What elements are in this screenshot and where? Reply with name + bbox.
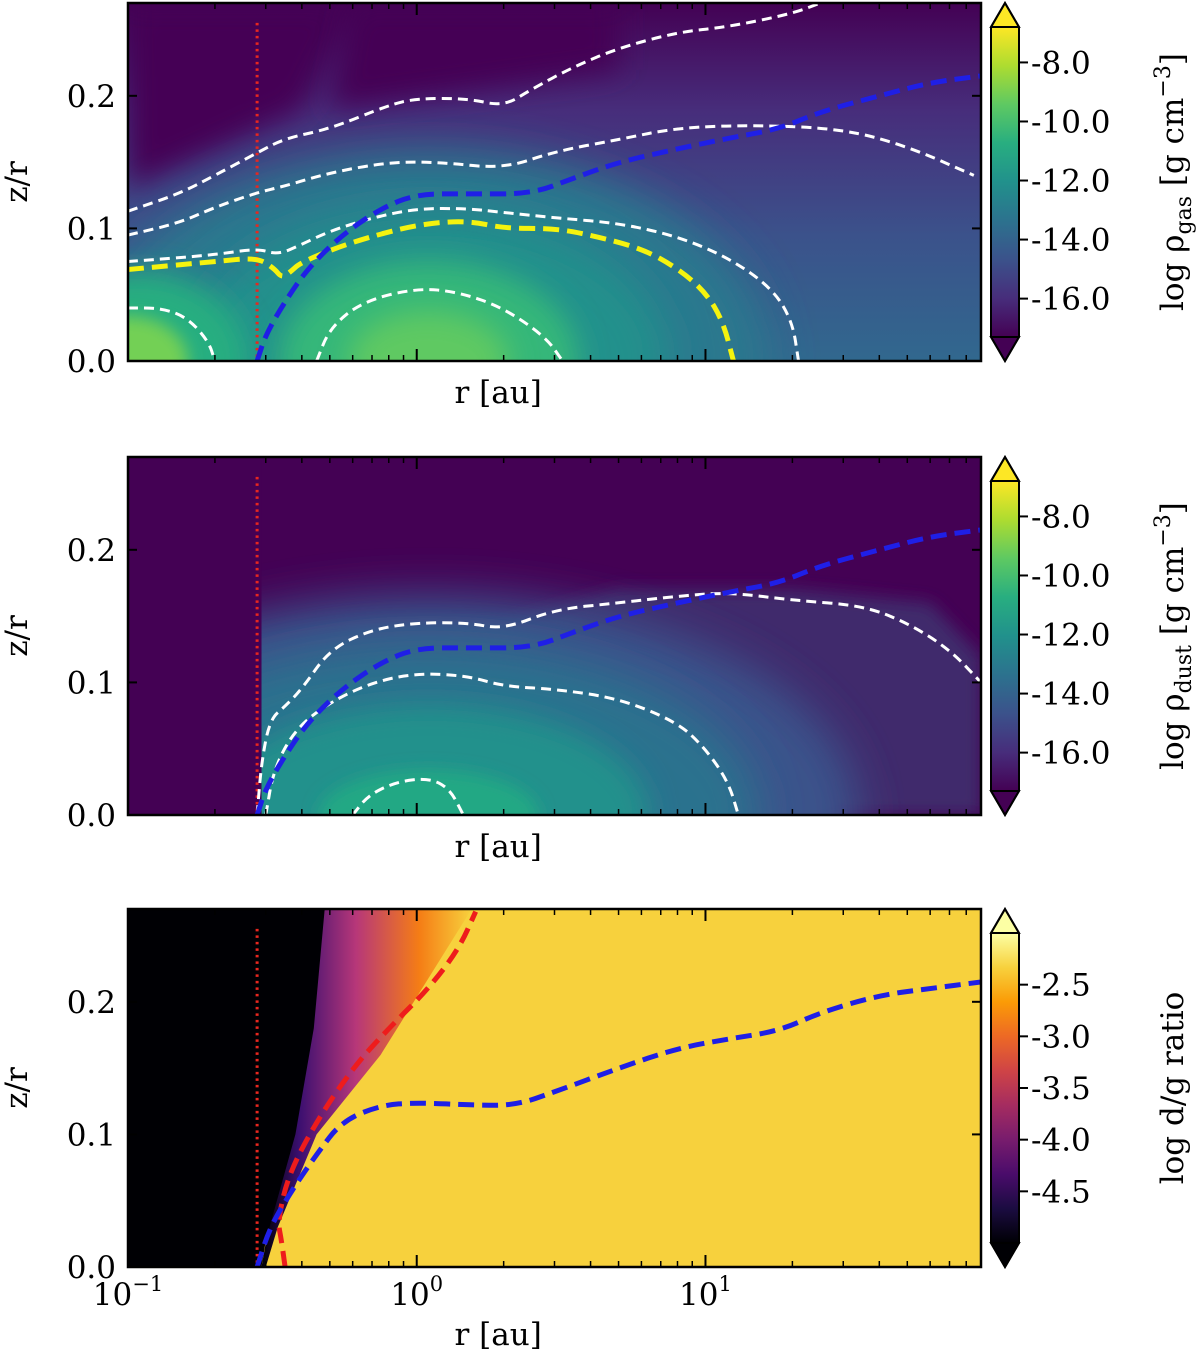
ytick-label-dust-0: 0.0 (67, 798, 116, 834)
colorbar-extend-top-ratio (989, 907, 1021, 934)
xlabel-ratio: r [au] (455, 1317, 542, 1353)
cbar-tick-label-dust-3: -14.0 (1031, 677, 1111, 713)
cbar-tick-label-dust-4: -16.0 (1031, 736, 1111, 772)
cbar-tick-label-ratio-4: -4.5 (1031, 1174, 1091, 1210)
cbar-tick-label-dust-1: -10.0 (1031, 558, 1111, 594)
ylabel-gas: z/r (0, 161, 35, 203)
ylabel-dust: z/r (0, 615, 35, 657)
contour-white-gas-1 (128, 124, 975, 237)
ytick-label-gas-2: 0.2 (67, 79, 116, 115)
colorbar-extend-bottom-dust (989, 790, 1021, 817)
cbar-label-ratio: log d/g ratio (1155, 992, 1191, 1185)
cbar-tick-label-dust-2: -12.0 (1031, 618, 1111, 654)
xlabel-dust: r [au] (455, 829, 542, 865)
cbar-tick-label-dust-0: -8.0 (1031, 499, 1091, 535)
ytick-label-dust-1: 0.1 (67, 665, 116, 701)
cbar-tick-label-gas-2: -12.0 (1031, 164, 1111, 200)
colorbar-extend-bottom-ratio (989, 1242, 1021, 1269)
contour-white-dust-0 (255, 592, 981, 815)
heatmap-ratio (128, 909, 981, 1267)
colorbar-gas: -8.0 -10.0 -12.0 -14.0 -16.0 log ρgas [g cm−3… (989, 1, 1197, 363)
contour-blue-ratio-1 (254, 979, 981, 1267)
heatmap-dust (128, 457, 981, 815)
contour-white-dust-1 (264, 672, 740, 815)
colorbar-extend-top-gas (989, 1, 1021, 28)
contour-white-gas-4 (315, 288, 564, 361)
cbar-tick-label-gas-4: -16.0 (1031, 282, 1111, 318)
cbar-tick-label-ratio-2: -3.5 (1031, 1071, 1091, 1107)
contour-blue-dust-3 (254, 527, 981, 815)
ytick-label-ratio-0: 0.0 (67, 1250, 116, 1286)
ytick-label-gas-1: 0.1 (67, 211, 116, 247)
panel-dust: 0.0 0.1 0.2 r [au] z/r -8.0 -10.0 -12.0 -14.0 -16… (0, 455, 1197, 865)
cbar-label-dust: log ρdust [g cm−3] (1151, 502, 1197, 770)
cbar-tick-label-ratio-0: -2.5 (1031, 968, 1091, 1004)
heatmap-gas (128, 3, 981, 361)
colorbar-ratio: -2.5 -3.0 -3.5 -4.0 -4.5 log d/g ratio (989, 907, 1191, 1269)
panel-ratio: 0.0 0.1 0.2 10−1 100 101 r [au] z/r -2.5 -3.0 -3.5… (0, 907, 1191, 1353)
contour-red-ratio-0 (276, 910, 478, 1267)
xtick-label-0: 10−1 (93, 1272, 163, 1313)
cbar-tick-label-gas-3: -14.0 (1031, 223, 1111, 259)
ytick-label-gas-0: 0.0 (67, 344, 116, 380)
panel-gas: 0.0 0.1 0.2 r [au] z/r -8.0 -10.0 -12.0 -14.0 -16… (0, 1, 1197, 411)
contour-yellow-gas-5 (128, 219, 736, 361)
contour-white-gas-0 (128, 3, 821, 213)
cbar-tick-label-gas-0: -8.0 (1031, 45, 1091, 81)
contour-white-dust-2 (351, 777, 465, 815)
ytick-label-ratio-2: 0.2 (67, 985, 116, 1021)
cbar-label-gas: log ρgas [g cm−3] (1151, 53, 1197, 311)
contour-blue-gas-6 (254, 73, 981, 361)
colorbar-dust: -8.0 -10.0 -12.0 -14.0 -16.0 log ρdust [g cm−… (989, 455, 1197, 817)
colorbar-extend-bottom-gas (989, 336, 1021, 363)
colorbar-extend-top-dust (989, 455, 1021, 482)
cbar-tick-label-ratio-3: -4.0 (1031, 1123, 1091, 1159)
xlabel-gas: r [au] (455, 375, 542, 411)
ytick-label-ratio-1: 0.1 (67, 1117, 116, 1153)
ylabel-ratio: z/r (0, 1067, 35, 1109)
cbar-tick-label-gas-1: -10.0 (1031, 104, 1111, 140)
contour-white-gas-2 (128, 207, 800, 361)
cbar-tick-label-ratio-1: -3.0 (1031, 1019, 1091, 1055)
xtick-label-2: 101 (679, 1272, 732, 1313)
contour-white-gas-3 (128, 306, 217, 361)
ytick-label-dust-2: 0.2 (67, 533, 116, 569)
xtick-label-1: 100 (390, 1272, 443, 1313)
